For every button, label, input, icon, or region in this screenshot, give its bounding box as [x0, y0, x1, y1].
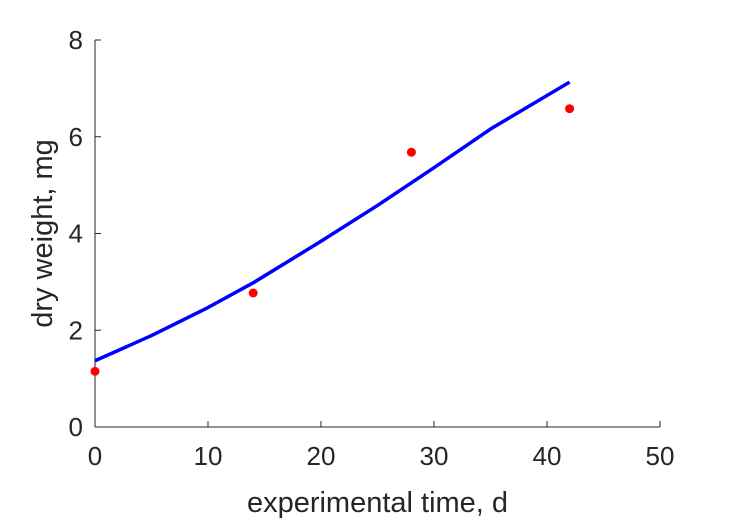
y-axis-title: dry weight, mg [27, 139, 59, 328]
y-tick-label: 8 [69, 25, 83, 55]
data-point [406, 147, 416, 157]
y-tick-label: 2 [69, 315, 83, 345]
axes: 0 10 20 30 40 50 0 2 4 6 8 [69, 25, 675, 471]
plot-area [90, 80, 575, 376]
x-tick-label: 50 [646, 441, 675, 471]
y-tick-label: 0 [69, 412, 83, 442]
x-tick-label: 10 [194, 441, 223, 471]
x-tick-label: 0 [88, 441, 102, 471]
data-point [90, 366, 100, 376]
x-tick-label: 30 [420, 441, 449, 471]
data-point [248, 288, 258, 298]
x-tick-label: 40 [533, 441, 562, 471]
fit-curve-line [94, 80, 571, 363]
data-point [565, 104, 575, 114]
y-tick-label: 6 [69, 122, 83, 152]
x-tick-label: 20 [307, 441, 336, 471]
x-axis-title: experimental time, d [247, 487, 508, 519]
y-tick-label: 4 [69, 219, 83, 249]
